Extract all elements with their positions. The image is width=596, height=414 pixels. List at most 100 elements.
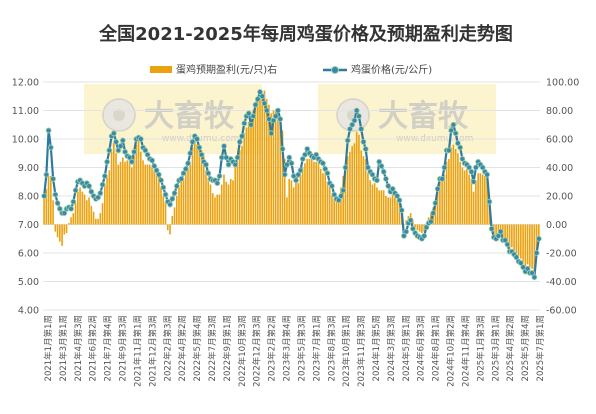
- profit-bar: [396, 200, 398, 225]
- price-point: [338, 193, 344, 199]
- profit-bar: [70, 217, 72, 225]
- profit-bar: [466, 168, 468, 225]
- profit-bar: [236, 161, 239, 225]
- profit-bar: [214, 197, 216, 225]
- profit-bar: [481, 174, 484, 225]
- profit-bar: [193, 139, 196, 225]
- profit-bar: [133, 156, 135, 225]
- price-point: [340, 187, 347, 194]
- profit-bar: [355, 131, 358, 225]
- x-tick-label: 2022年12月第3周: [252, 315, 263, 387]
- profit-bar: [171, 215, 174, 225]
- profit-bar: [504, 224, 506, 239]
- x-tick-label: 2023年2月第2周: [267, 315, 278, 381]
- profit-bar: [526, 224, 529, 265]
- profit-bar: [259, 89, 261, 225]
- profit-bar: [529, 224, 531, 268]
- profit-bar: [56, 224, 59, 238]
- price-point: [448, 127, 455, 134]
- x-tick-label: 2021年12月第3周: [147, 315, 158, 387]
- profit-bar: [322, 173, 324, 225]
- profit-bar: [250, 121, 252, 225]
- profit-bar: [247, 121, 250, 225]
- price-point: [497, 228, 504, 235]
- profit-bar: [218, 194, 221, 225]
- profit-bar: [54, 224, 57, 232]
- price-point: [297, 167, 304, 174]
- profit-bar: [101, 203, 104, 225]
- profit-bar: [448, 158, 450, 225]
- legend-line-label: 鸡蛋价格(元/公斤): [351, 63, 432, 76]
- profit-bar: [220, 184, 223, 225]
- profit-bar: [184, 166, 187, 225]
- price-point: [452, 130, 459, 137]
- price-point: [353, 107, 360, 114]
- profit-bar: [416, 224, 419, 231]
- price-point: [268, 130, 275, 137]
- profit-bar: [378, 190, 380, 225]
- price-point: [263, 107, 270, 114]
- profit-bar: [371, 184, 374, 225]
- profit-bar: [79, 187, 81, 225]
- price-point: [342, 164, 349, 171]
- price-point: [396, 197, 403, 204]
- price-point: [203, 161, 209, 168]
- profit-bar: [126, 160, 129, 225]
- left-tick-label: 12.00: [12, 78, 39, 89]
- profit-bar: [286, 197, 288, 225]
- profit-bar: [157, 174, 160, 225]
- profit-bar: [263, 90, 266, 225]
- profit-bar: [173, 207, 176, 225]
- price-point: [434, 185, 441, 192]
- profit-bar: [97, 218, 99, 225]
- profit-bar: [387, 197, 389, 225]
- profit-bar: [301, 167, 304, 225]
- legend-line-marker: [331, 66, 339, 74]
- price-point: [360, 138, 367, 145]
- profit-bar: [200, 150, 203, 225]
- profit-bar: [270, 113, 273, 225]
- profit-bar: [394, 197, 396, 225]
- profit-bar: [59, 224, 61, 242]
- price-point: [182, 166, 189, 172]
- price-point: [385, 183, 392, 189]
- price-point: [446, 147, 452, 154]
- price-point: [239, 133, 245, 140]
- price-point: [234, 154, 241, 161]
- profit-bar: [229, 178, 232, 225]
- profit-bar: [484, 176, 486, 225]
- price-markers: [41, 89, 542, 281]
- profit-bar: [340, 187, 342, 225]
- profit-bar: [103, 184, 106, 225]
- x-tick-label: 2024年11月第4周: [460, 315, 471, 387]
- profit-bar: [99, 213, 102, 225]
- price-point: [187, 150, 194, 157]
- right-tick-label: -60.00: [546, 306, 577, 317]
- profit-bar: [306, 158, 309, 225]
- profit-bar: [169, 224, 171, 235]
- x-tick-label: 2024年6月第3周: [416, 315, 427, 381]
- x-tick-label: 2023年8月第3周: [326, 315, 337, 381]
- profit-bar: [256, 97, 259, 225]
- profit-bar: [452, 144, 455, 225]
- x-tick-label: 2021年6月第2周: [88, 315, 99, 381]
- x-tick-label: 2023年5月第3周: [296, 315, 307, 381]
- price-point: [457, 144, 464, 151]
- x-tick-label: 2023年11月第3周: [356, 315, 367, 387]
- profit-bar: [337, 200, 340, 225]
- price-point: [383, 175, 389, 182]
- profit-bar: [472, 191, 475, 225]
- profit-bar: [495, 224, 497, 238]
- profit-bar: [461, 167, 464, 225]
- price-point: [236, 138, 243, 145]
- price-point: [155, 171, 162, 178]
- profit-bar: [191, 147, 194, 225]
- legend: 蛋鸡预期盈利(元/只)右 鸡蛋价格(元/公斤): [150, 63, 432, 76]
- profit-bar: [351, 146, 353, 225]
- profit-bar: [391, 194, 394, 225]
- price-point: [205, 170, 212, 177]
- profit-bar: [315, 161, 318, 225]
- x-tick-label: 2022年2月第3周: [162, 315, 173, 381]
- profit-bar: [279, 116, 282, 225]
- x-tick-label: 2023年10月第1周: [341, 315, 352, 387]
